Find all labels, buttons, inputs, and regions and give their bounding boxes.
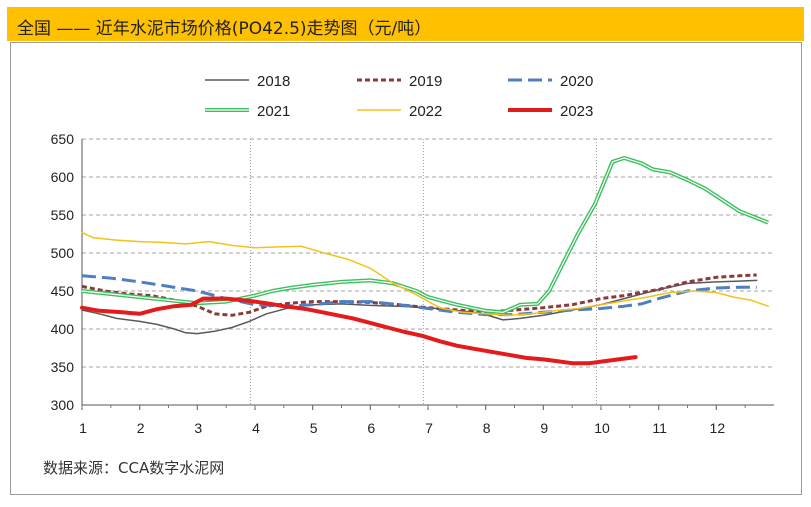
x-tick-label: 12: [710, 420, 726, 436]
y-tick-label: 400: [51, 321, 75, 337]
chart-title: 全国 —— 近年水泥市场价格(PO42.5)走势图（元/吨）: [17, 19, 432, 39]
legend-label-2020: 2020: [560, 73, 593, 90]
series-line-2020: [81, 274, 757, 317]
title-bar: 全国 —— 近年水泥市场价格(PO42.5)走势图（元/吨）: [7, 7, 804, 41]
legend-label-2018: 2018: [257, 73, 290, 90]
x-tick-label: 1: [79, 420, 87, 436]
legend-label-2021: 2021: [257, 103, 290, 120]
data-source: 数据来源：CCA数字水泥网: [43, 459, 225, 477]
y-tick-label: 300: [51, 397, 75, 413]
x-tick-label: 2: [137, 420, 145, 436]
x-tick-label: 10: [594, 420, 610, 436]
y-tick-label: 350: [51, 359, 75, 375]
x-tick-label: 4: [252, 420, 260, 436]
legend-label-2022: 2022: [409, 103, 442, 120]
legend-label-2023: 2023: [560, 103, 593, 120]
y-tick-label: 550: [51, 207, 75, 223]
series-line-2018: [81, 279, 758, 335]
chart-frame: [10, 42, 802, 495]
x-tick-label: 11: [652, 420, 667, 436]
x-tick-label: 3: [194, 420, 202, 436]
x-tick-label: 7: [425, 420, 433, 436]
x-tick-label: 9: [540, 420, 548, 436]
x-tick-label: 5: [310, 420, 318, 436]
series-line-2021-inner: [81, 157, 769, 313]
y-tick-label: 600: [51, 169, 75, 185]
legend-label-2019: 2019: [409, 73, 442, 90]
series-line-2023: [80, 296, 638, 366]
y-tick-label: 650: [51, 131, 75, 147]
x-tick-label: 8: [483, 420, 491, 436]
y-tick-label: 500: [51, 245, 75, 261]
series-line-2022: [81, 231, 769, 317]
y-tick-label: 450: [51, 283, 75, 299]
x-tick-label: 6: [367, 420, 375, 436]
